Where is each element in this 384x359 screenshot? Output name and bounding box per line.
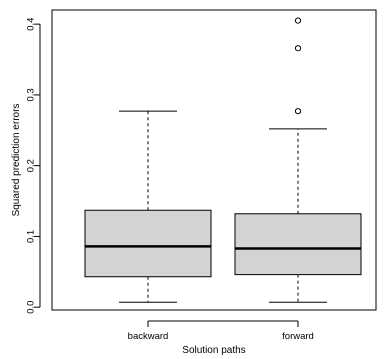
box-forward: [234, 17, 362, 303]
x-tick-label: forward: [282, 331, 314, 342]
y-tick-label: 0.2: [26, 159, 37, 172]
y-axis-label: Squared prediction errors: [11, 104, 22, 217]
y-axis: 0.0 0.1 0.2 0.3 0.4: [26, 18, 41, 314]
y-tick-label: 0.3: [26, 88, 37, 101]
x-axis: backward forward: [128, 320, 314, 342]
box-backward: [84, 110, 212, 303]
x-tick-label: backward: [128, 331, 169, 342]
y-tick-label: 0.1: [26, 230, 37, 243]
outlier-point: [294, 108, 302, 115]
x-axis-label: Solution paths: [182, 345, 245, 356]
box-iqr: [84, 209, 212, 278]
outlier-point: [294, 17, 302, 24]
boxes-layer: [84, 17, 362, 303]
y-tick-label: 0.4: [26, 18, 37, 31]
box-iqr: [234, 213, 362, 276]
plot-frame: [51, 9, 377, 311]
y-tick-label: 0.0: [26, 301, 37, 314]
outlier-point: [294, 45, 302, 52]
